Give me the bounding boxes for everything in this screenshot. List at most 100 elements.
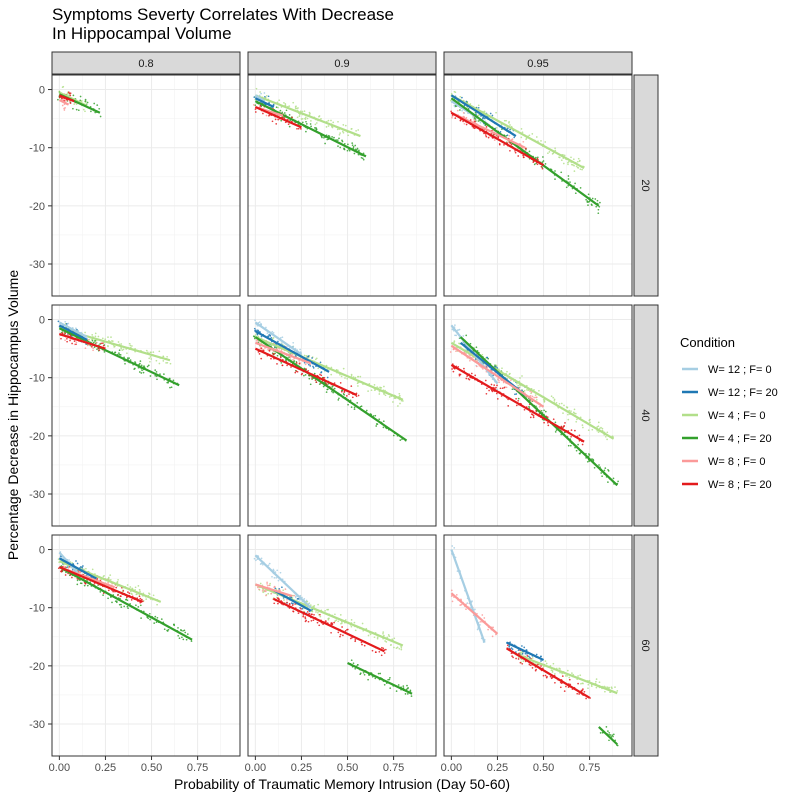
data-point bbox=[134, 588, 136, 591]
data-point bbox=[334, 613, 336, 616]
data-point bbox=[82, 108, 85, 111]
data-point bbox=[299, 348, 301, 351]
data-point bbox=[385, 641, 388, 643]
panel-background bbox=[248, 75, 436, 296]
data-point bbox=[350, 619, 353, 621]
regression-line bbox=[58, 324, 88, 341]
data-point bbox=[337, 369, 339, 372]
data-point bbox=[96, 104, 99, 106]
data-point bbox=[359, 375, 362, 378]
data-point bbox=[120, 343, 123, 345]
data-point bbox=[524, 652, 527, 655]
data-point bbox=[477, 120, 480, 122]
data-point bbox=[311, 378, 313, 380]
data-point bbox=[367, 634, 370, 637]
data-point bbox=[293, 594, 296, 597]
data-point bbox=[495, 126, 498, 129]
data-point bbox=[598, 681, 601, 684]
x-tick-label: 0.00 bbox=[245, 762, 266, 774]
data-point bbox=[357, 129, 360, 131]
data-point bbox=[505, 386, 508, 389]
data-point bbox=[281, 364, 284, 367]
data-point bbox=[503, 386, 506, 389]
data-point bbox=[350, 385, 353, 387]
data-point bbox=[575, 420, 578, 423]
panel-border bbox=[443, 304, 633, 527]
data-point bbox=[606, 438, 608, 441]
facet-panel-data bbox=[449, 90, 601, 215]
data-point bbox=[541, 161, 544, 163]
data-point bbox=[399, 402, 401, 405]
data-point bbox=[327, 608, 330, 611]
data-point bbox=[552, 152, 555, 155]
data-point bbox=[567, 163, 569, 166]
data-point bbox=[362, 158, 365, 161]
data-point bbox=[301, 110, 304, 113]
data-point bbox=[491, 114, 494, 117]
data-point bbox=[297, 127, 300, 130]
data-point bbox=[384, 394, 387, 397]
data-point bbox=[190, 640, 193, 642]
data-point bbox=[489, 112, 492, 115]
data-point bbox=[140, 372, 143, 374]
data-point bbox=[186, 633, 189, 635]
x-tick-label: 0.75 bbox=[187, 762, 208, 774]
data-point bbox=[554, 431, 557, 433]
data-point bbox=[346, 149, 349, 152]
data-point bbox=[517, 649, 520, 652]
y-tick-label: -30 bbox=[29, 489, 45, 501]
data-point bbox=[376, 423, 379, 425]
data-point bbox=[128, 342, 131, 345]
data-point bbox=[265, 94, 268, 97]
data-point bbox=[331, 622, 333, 625]
data-point bbox=[581, 424, 584, 426]
data-point bbox=[315, 357, 318, 360]
data-point bbox=[338, 133, 341, 136]
regression-line bbox=[450, 94, 517, 137]
data-point bbox=[583, 690, 586, 693]
data-point bbox=[572, 158, 575, 161]
data-point bbox=[120, 595, 122, 598]
data-point bbox=[93, 346, 96, 348]
data-point bbox=[353, 406, 356, 409]
data-point bbox=[177, 634, 180, 637]
data-point bbox=[314, 358, 317, 361]
data-point bbox=[376, 636, 379, 639]
data-point bbox=[347, 143, 349, 146]
data-point bbox=[253, 557, 256, 560]
data-point bbox=[343, 148, 346, 151]
data-point bbox=[159, 373, 161, 375]
facet-panel-data bbox=[57, 551, 193, 642]
data-point bbox=[469, 359, 471, 362]
data-point bbox=[604, 690, 606, 693]
data-point bbox=[342, 367, 345, 370]
data-point bbox=[510, 143, 513, 146]
data-point bbox=[529, 416, 532, 419]
data-point bbox=[319, 615, 322, 618]
data-point bbox=[351, 142, 354, 144]
data-point bbox=[481, 353, 484, 356]
data-point bbox=[64, 320, 67, 323]
data-point bbox=[389, 676, 391, 679]
data-point bbox=[555, 401, 558, 404]
data-point bbox=[294, 371, 297, 374]
data-point bbox=[528, 134, 531, 137]
data-point bbox=[124, 362, 126, 365]
data-point bbox=[314, 123, 317, 126]
y-tick-label: 0 bbox=[39, 85, 45, 97]
data-point bbox=[591, 197, 594, 200]
data-point bbox=[68, 100, 71, 103]
data-point bbox=[608, 731, 611, 734]
data-point bbox=[567, 444, 570, 447]
data-point bbox=[361, 622, 364, 625]
data-point bbox=[461, 96, 463, 99]
data-point bbox=[497, 378, 499, 380]
data-point bbox=[483, 117, 486, 120]
data-point bbox=[465, 116, 468, 119]
data-point bbox=[469, 119, 472, 121]
data-point bbox=[333, 387, 336, 390]
regression-line bbox=[450, 111, 545, 167]
data-point bbox=[134, 361, 136, 363]
panel-background bbox=[52, 75, 240, 296]
data-point bbox=[102, 594, 104, 596]
